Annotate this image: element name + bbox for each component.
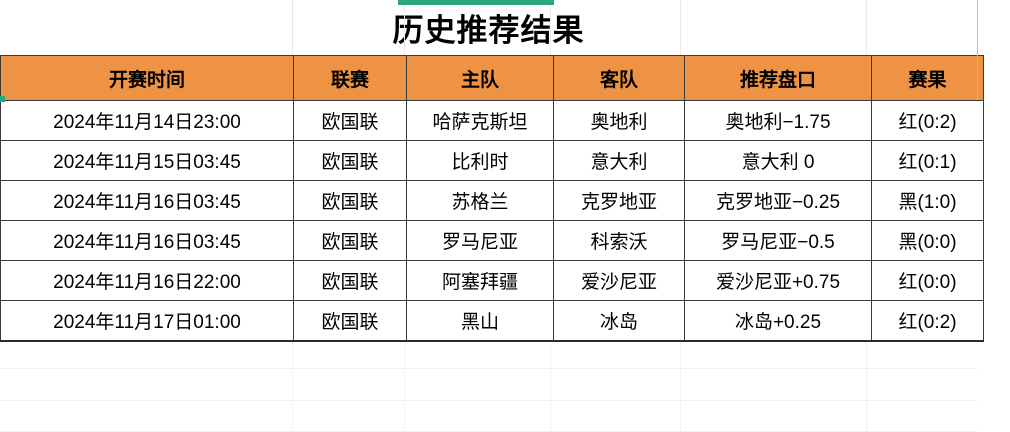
cell-home-team[interactable]: 黑山 — [406, 300, 554, 342]
cell-away-team[interactable]: 爱沙尼亚 — [553, 260, 685, 301]
column-header-league[interactable]: 联赛 — [293, 55, 407, 101]
cell-home-team[interactable]: 阿塞拜疆 — [406, 260, 554, 301]
cell-recommended-line[interactable]: 冰岛+0.25 — [684, 300, 872, 342]
title-band-column-separator — [680, 0, 681, 55]
title-band-column-separator — [404, 0, 405, 55]
cell-home-team[interactable]: 罗马尼亚 — [406, 220, 554, 261]
column-header-home[interactable]: 主队 — [406, 55, 554, 101]
cell-recommended-line[interactable]: 爱沙尼亚+0.75 — [684, 260, 872, 301]
table-row: 2024年11月15日03:45 欧国联 比利时 意大利 意大利 0 红(0:1) — [0, 140, 984, 181]
cell-league[interactable]: 欧国联 — [293, 180, 407, 221]
table-row: 2024年11月16日22:00 欧国联 阿塞拜疆 爱沙尼亚 爱沙尼亚+0.75 红(0:… — [0, 260, 984, 301]
page-title: 历史推荐结果 — [0, 5, 977, 55]
title-band-column-separator — [866, 0, 867, 55]
title-band-column-separator — [292, 0, 293, 55]
cell-result[interactable]: 红(0:2) — [871, 300, 984, 342]
column-header-line[interactable]: 推荐盘口 — [684, 55, 872, 101]
cell-league[interactable]: 欧国联 — [293, 220, 407, 261]
cell-away-team[interactable]: 克罗地亚 — [553, 180, 685, 221]
cell-time[interactable]: 2024年11月16日22:00 — [0, 260, 294, 301]
cell-result[interactable]: 红(0:1) — [871, 140, 984, 181]
cell-recommended-line[interactable]: 克罗地亚−0.25 — [684, 180, 872, 221]
table-row: 2024年11月16日03:45 欧国联 苏格兰 克罗地亚 克罗地亚−0.25 黑(1:0… — [0, 180, 984, 221]
cell-away-team[interactable]: 意大利 — [553, 140, 685, 181]
cell-league[interactable]: 欧国联 — [293, 300, 407, 342]
table-row: 2024年11月14日23:00 欧国联 哈萨克斯坦 奥地利 奥地利−1.75 红(0:2… — [0, 100, 984, 141]
cell-time[interactable]: 2024年11月15日03:45 — [0, 140, 294, 181]
cell-result[interactable]: 黑(0:0) — [871, 220, 984, 261]
cell-time[interactable]: 2024年11月14日23:00 — [0, 100, 294, 141]
left-green-selection-tick — [0, 96, 5, 102]
cell-league[interactable]: 欧国联 — [293, 260, 407, 301]
cell-home-team[interactable]: 哈萨克斯坦 — [406, 100, 554, 141]
cell-away-team[interactable]: 奥地利 — [553, 100, 685, 141]
table-body: 2024年11月14日23:00 欧国联 哈萨克斯坦 奥地利 奥地利−1.75 红(0:2… — [0, 100, 984, 342]
cell-recommended-line[interactable]: 奥地利−1.75 — [684, 100, 872, 141]
history-recommendation-table: 开赛时间 联赛 主队 客队 推荐盘口 赛果 2024年11月14日23:00 欧国… — [0, 55, 984, 342]
top-green-marker-bar — [398, 0, 554, 5]
cell-result[interactable]: 黑(1:0) — [871, 180, 984, 221]
cell-result[interactable]: 红(0:2) — [871, 100, 984, 141]
cell-time[interactable]: 2024年11月16日03:45 — [0, 180, 294, 221]
table-row: 2024年11月16日03:45 欧国联 罗马尼亚 科索沃 罗马尼亚−0.5 黑(0:0) — [0, 220, 984, 261]
cell-recommended-line[interactable]: 意大利 0 — [684, 140, 872, 181]
cell-recommended-line[interactable]: 罗马尼亚−0.5 — [684, 220, 872, 261]
column-header-result[interactable]: 赛果 — [871, 55, 984, 101]
column-header-away[interactable]: 客队 — [553, 55, 685, 101]
cell-result[interactable]: 红(0:0) — [871, 260, 984, 301]
cell-time[interactable]: 2024年11月17日01:00 — [0, 300, 294, 342]
column-header-time[interactable]: 开赛时间 — [0, 55, 294, 101]
title-band-column-separator — [550, 0, 551, 55]
cell-league[interactable]: 欧国联 — [293, 100, 407, 141]
cell-away-team[interactable]: 冰岛 — [553, 300, 685, 342]
table-header-row: 开赛时间 联赛 主队 客队 推荐盘口 赛果 — [0, 55, 984, 101]
cell-away-team[interactable]: 科索沃 — [553, 220, 685, 261]
table-row: 2024年11月17日01:00 欧国联 黑山 冰岛 冰岛+0.25 红(0:2) — [0, 300, 984, 342]
grid-row-line — [0, 368, 1010, 369]
grid-row-line — [0, 400, 1010, 401]
spare-column-divider — [977, 0, 978, 100]
cell-time[interactable]: 2024年11月16日03:45 — [0, 220, 294, 261]
cell-home-team[interactable]: 比利时 — [406, 140, 554, 181]
page-title-text: 历史推荐结果 — [392, 12, 585, 48]
cell-home-team[interactable]: 苏格兰 — [406, 180, 554, 221]
cell-league[interactable]: 欧国联 — [293, 140, 407, 181]
